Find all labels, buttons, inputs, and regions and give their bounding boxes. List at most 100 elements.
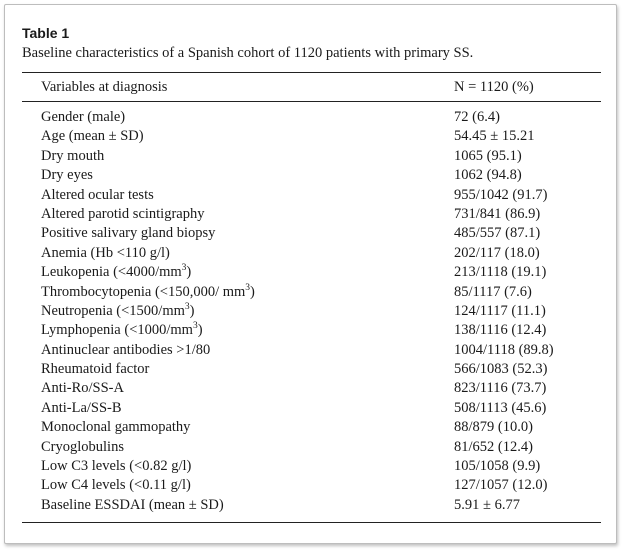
table-row: Low C3 levels (<0.82 g/l) 105/1058 (9.9): [5, 457, 618, 476]
table-row: Anti-La/SS-B 508/1113 (45.6): [5, 399, 618, 418]
row-value: 955/1042 (91.7): [454, 186, 548, 203]
row-value: 823/1116 (73.7): [454, 380, 547, 397]
table-title: Table 1: [22, 25, 70, 41]
row-variable-text: Age (mean ± SD): [41, 128, 144, 145]
row-variable: Low C4 levels (<0.11 g/l): [41, 476, 191, 495]
row-variable-text: Rheumatoid factor: [41, 361, 150, 378]
table-row: Dry mouth 1065 (95.1): [5, 147, 618, 166]
superscript: 3: [192, 321, 198, 332]
table-row: Dry eyes 1062 (94.8): [5, 166, 618, 185]
row-value: 124/1117 (11.1): [454, 302, 546, 319]
row-value: 72 (6.4): [454, 109, 500, 125]
row-variable-text: Dry mouth: [41, 147, 105, 164]
row-value: 213/1118 (19.1): [454, 264, 547, 281]
row-variable: Rheumatoid factor: [41, 360, 149, 379]
table-row: Altered parotid scintigraphy 731/841 (86.…: [5, 205, 618, 224]
row-value: 508/1113 (45.6): [454, 399, 547, 416]
row-variable-text: Dry eyes: [41, 167, 93, 184]
table-row: Low C4 levels (<0.11 g/l) 127/1057 (12.0): [5, 476, 618, 495]
row-variable: Positive salivary gland biopsy: [41, 224, 215, 243]
header-rule: [22, 101, 601, 102]
row-variable-text: Lymphopenia (<1000/mm: [41, 322, 193, 339]
row-variable-text: Neutropenia (<1500/mm: [41, 302, 185, 319]
table-row: Gender (male) 72 (6.4): [5, 108, 618, 127]
row-variable: Altered ocular tests: [41, 186, 154, 205]
row-value: 1062 (94.8): [454, 167, 522, 184]
row-value: 138/1116 (12.4): [454, 322, 547, 339]
table-row: Rheumatoid factor 566/1083 (52.3): [5, 360, 618, 379]
row-variable-suffix: ): [189, 302, 195, 319]
table-row: Leukopenia (<4000/mm3) 213/1118 (19.1): [5, 263, 618, 282]
table-row: Anemia (Hb <110 g/l) 202/117 (18.0): [5, 244, 618, 263]
row-variable-text: Positive salivary gland biopsy: [41, 225, 216, 242]
header-variable: Variables at diagnosis: [41, 79, 168, 95]
table-body: Gender (male) 72 (6.4) Age (mean ± SD) 54.4…: [5, 108, 618, 515]
row-value: 105/1058 (9.9): [454, 458, 541, 475]
table-row: Positive salivary gland biopsy 485/557 (8…: [5, 224, 618, 243]
table-frame: Table 1 Baseline characteristics of a Sp…: [4, 4, 617, 544]
table-row: Antinuclear antibodies >1/80 1004/1118 (8…: [5, 341, 618, 360]
row-variable-text: Baseline ESSDAI (mean ± SD): [41, 496, 224, 513]
row-value: 127/1057 (12.0): [454, 477, 548, 494]
table-row: Baseline ESSDAI (mean ± SD) 5.91 ± 6.77: [5, 496, 618, 515]
row-variable-text: Leukopenia (<4000/mm: [41, 264, 182, 281]
table-row: Monoclonal gammopathy 88/879 (10.0): [5, 418, 618, 437]
table-row: Neutropenia (<1500/mm3) 124/1117 (11.1): [5, 302, 618, 321]
row-value: 88/879 (10.0): [454, 419, 533, 436]
row-variable: Lymphopenia (<1000/mm3): [41, 321, 203, 340]
row-variable-text: Antinuclear antibodies >1/80: [41, 341, 211, 358]
row-variable-text: Anti-La/SS-B: [41, 399, 122, 416]
row-value: 1065 (95.1): [454, 147, 522, 164]
row-variable: Altered parotid scintigraphy: [41, 205, 204, 224]
header-value: N = 1120 (%): [454, 79, 534, 95]
row-variable: Thrombocytopenia (<150,000/ mm3): [41, 283, 255, 302]
row-variable-text: Altered ocular tests: [41, 186, 154, 203]
table-caption: Baseline characteristics of a Spanish co…: [22, 45, 474, 61]
row-variable: Antinuclear antibodies >1/80: [41, 341, 210, 360]
row-value: 1004/1118 (89.8): [454, 341, 554, 358]
bottom-rule: [22, 522, 601, 523]
table-header: Variables at diagnosis N = 1120 (%): [5, 77, 618, 97]
row-value: 202/117 (18.0): [454, 244, 540, 261]
row-variable-text: Anti-Ro/SS-A: [41, 380, 124, 397]
row-variable: Anti-Ro/SS-A: [41, 379, 124, 398]
row-value: 85/1117 (7.6): [454, 283, 532, 300]
row-variable-text: Monoclonal gammopathy: [41, 419, 191, 436]
row-variable: Gender (male): [41, 108, 125, 127]
superscript: 3: [184, 302, 190, 313]
row-value: 54.45 ± 15.21: [454, 128, 535, 145]
row-variable-text: Low C3 levels (<0.82 g/l): [41, 458, 192, 475]
table-row: Cryoglobulins 81/652 (12.4): [5, 438, 618, 457]
table-row: Altered ocular tests 955/1042 (91.7): [5, 186, 618, 205]
row-variable-suffix: ): [186, 264, 192, 281]
top-rule: [22, 72, 601, 73]
row-variable: Monoclonal gammopathy: [41, 418, 190, 437]
row-variable-text: Gender (male): [41, 109, 126, 125]
row-variable: Leukopenia (<4000/mm3): [41, 263, 191, 282]
row-variable: Age (mean ± SD): [41, 127, 144, 146]
row-variable: Anti-La/SS-B: [41, 399, 122, 418]
table-row: Anti-Ro/SS-A 823/1116 (73.7): [5, 379, 618, 398]
table-row: Lymphopenia (<1000/mm3) 138/1116 (12.4): [5, 321, 618, 340]
row-value: 485/557 (87.1): [454, 225, 541, 242]
row-variable: Dry mouth: [41, 147, 104, 166]
row-variable-text: Thrombocytopenia (<150,000/ mm: [41, 283, 246, 300]
row-variable: Baseline ESSDAI (mean ± SD): [41, 496, 224, 515]
row-variable-suffix: ): [197, 322, 203, 339]
table-row: Age (mean ± SD) 54.45 ± 15.21: [5, 127, 618, 146]
row-value: 5.91 ± 6.77: [454, 496, 520, 513]
row-variable: Neutropenia (<1500/mm3): [41, 302, 194, 321]
row-variable: Cryoglobulins: [41, 438, 124, 457]
row-value: 566/1083 (52.3): [454, 361, 548, 378]
row-variable-suffix: ): [250, 283, 255, 300]
row-variable-text: Anemia (Hb <110 g/l): [41, 244, 170, 261]
row-variable: Dry eyes: [41, 166, 93, 185]
row-value: 731/841 (86.9): [454, 205, 541, 222]
table-row: Thrombocytopenia (<150,000/ mm3) 85/1117 …: [5, 283, 618, 302]
row-variable: Anemia (Hb <110 g/l): [41, 244, 170, 263]
row-variable-text: Cryoglobulins: [41, 438, 124, 455]
row-value: 81/652 (12.4): [454, 438, 533, 455]
row-variable-text: Altered parotid scintigraphy: [41, 205, 205, 222]
superscript: 3: [181, 263, 187, 274]
row-variable: Low C3 levels (<0.82 g/l): [41, 457, 191, 476]
